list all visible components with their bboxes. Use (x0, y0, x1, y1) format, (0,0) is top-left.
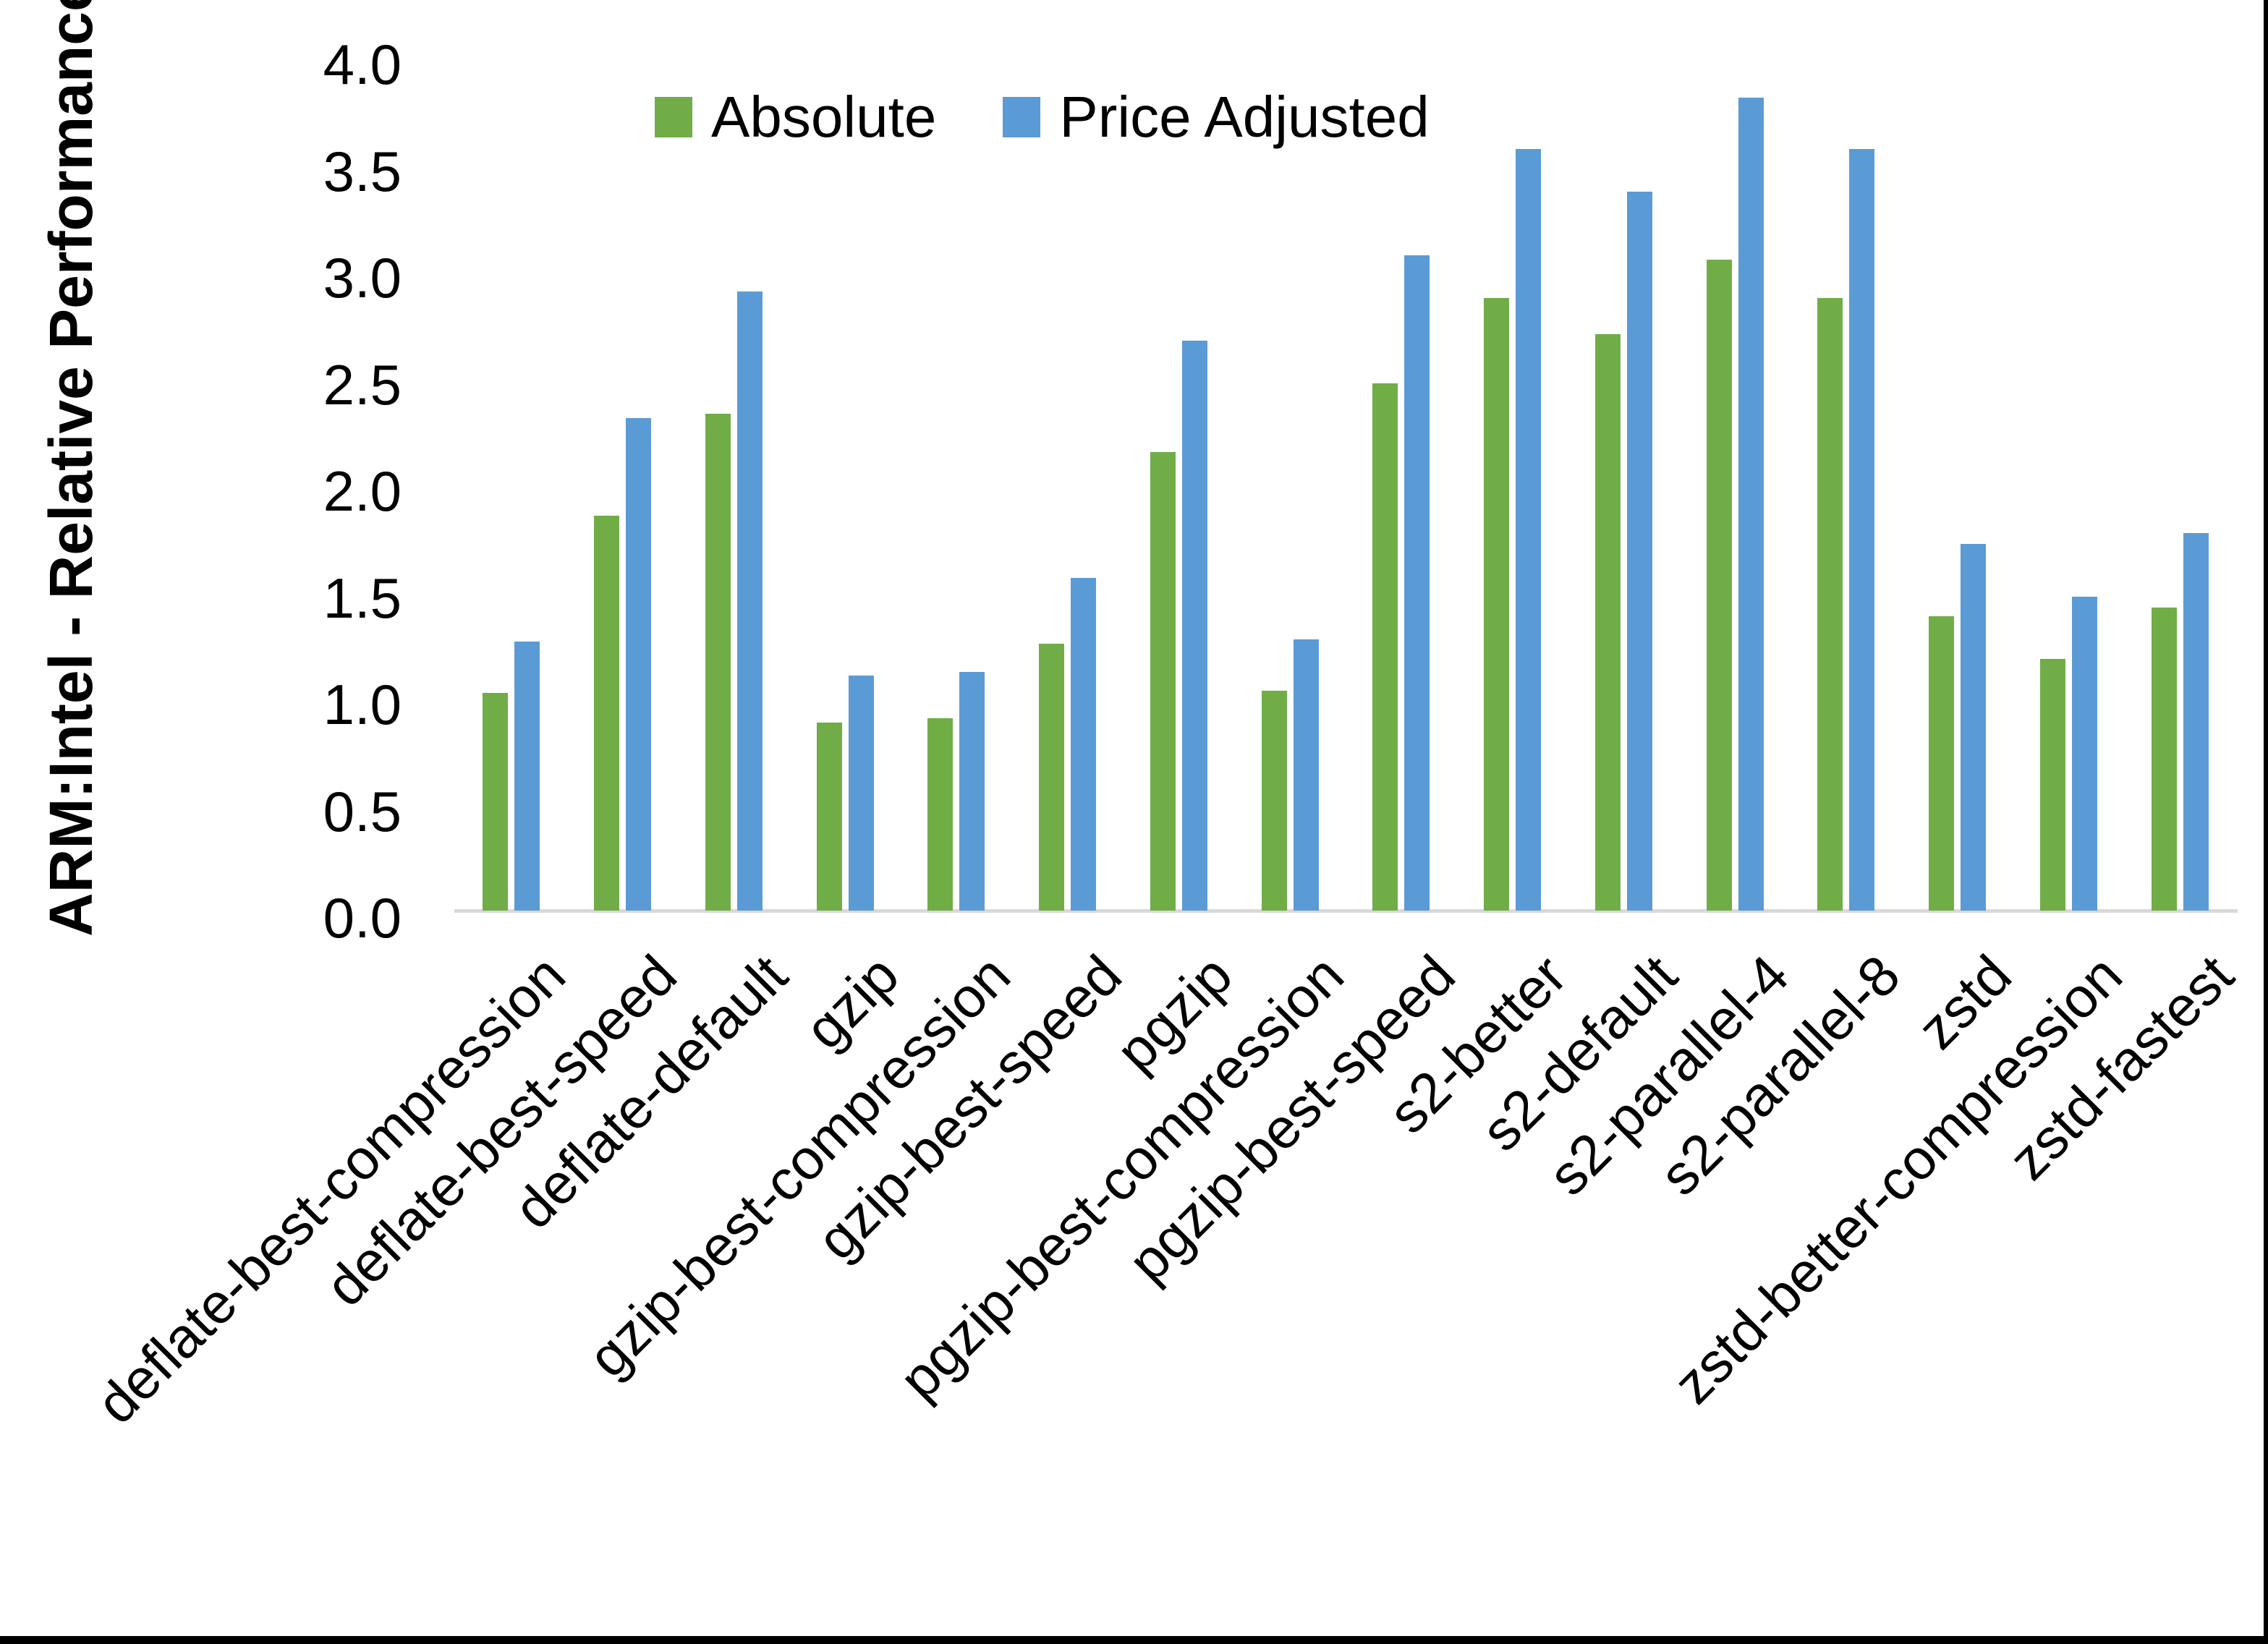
legend: Absolute Price Adjusted (655, 88, 1430, 146)
bar-price-adjusted (2072, 597, 2097, 911)
bar-absolute (1817, 298, 1843, 911)
frame-border-right (2264, 0, 2268, 1644)
legend-item-price-adjusted: Price Adjusted (1003, 85, 1430, 149)
bar-absolute (1929, 616, 1954, 911)
bar-price-adjusted (1961, 544, 1986, 911)
bar-absolute (927, 718, 953, 911)
x-axis-line (454, 909, 2238, 913)
bar-absolute (1707, 260, 1732, 911)
bar-price-adjusted (514, 642, 540, 911)
bar-price-adjusted (1071, 578, 1096, 911)
bar-absolute (1039, 644, 1064, 911)
bar-price-adjusted (1182, 341, 1207, 911)
bar-price-adjusted (959, 672, 985, 911)
legend-item-absolute: Absolute (655, 88, 936, 146)
y-tick-label: 4.0 (323, 33, 402, 96)
y-tick-label: 2.0 (323, 459, 402, 523)
y-tick-label: 3.5 (323, 140, 402, 203)
bar-price-adjusted (626, 418, 651, 911)
bar-absolute (1150, 452, 1176, 911)
legend-label-price-adjusted: Price Adjusted (1059, 85, 1430, 149)
bar-absolute (2040, 659, 2065, 911)
bar-price-adjusted (1404, 255, 1430, 911)
legend-label-absolute: Absolute (711, 85, 937, 149)
bar-price-adjusted (737, 291, 763, 911)
y-tick-label: 2.5 (323, 353, 402, 417)
legend-swatch-absolute-icon (655, 97, 692, 137)
legend-swatch-price-adjusted-icon (1003, 97, 1041, 137)
y-tick-label: 1.5 (323, 566, 402, 630)
y-tick-label: 0.0 (323, 886, 402, 950)
bar-absolute (2152, 608, 2177, 911)
bar-absolute (817, 723, 842, 911)
frame-border-bottom (0, 1636, 2268, 1644)
y-axis-title: ARM:Intel - Relative Performance (37, 0, 105, 937)
bar-absolute (1262, 691, 1287, 911)
bar-price-adjusted (1627, 192, 1652, 911)
bar-absolute (1484, 298, 1509, 911)
bar-price-adjusted (1738, 98, 1764, 911)
bar-absolute (594, 516, 619, 911)
y-tick-label: 0.5 (323, 780, 402, 843)
bar-absolute (1595, 334, 1621, 911)
bar-price-adjusted (2183, 533, 2209, 911)
bar-price-adjusted (1294, 639, 1319, 911)
bar-absolute (1372, 383, 1398, 911)
bar-absolute (483, 693, 508, 911)
bar-absolute (705, 414, 731, 911)
bar-price-adjusted (1849, 149, 1874, 911)
y-tick-label: 3.0 (323, 246, 402, 310)
y-tick-label: 1.0 (323, 673, 402, 736)
bar-price-adjusted (849, 676, 874, 911)
bar-price-adjusted (1516, 149, 1541, 911)
